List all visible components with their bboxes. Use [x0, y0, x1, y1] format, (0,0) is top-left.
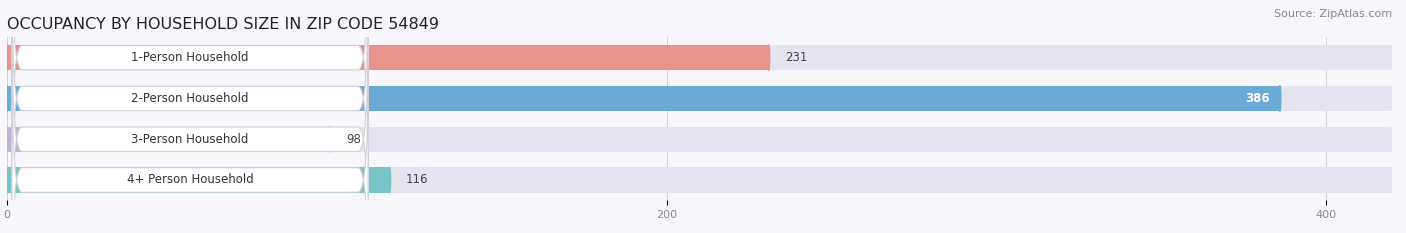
FancyBboxPatch shape — [13, 0, 368, 209]
Circle shape — [6, 167, 8, 193]
FancyBboxPatch shape — [13, 29, 368, 233]
Bar — [7, 86, 1279, 111]
Text: OCCUPANCY BY HOUSEHOLD SIZE IN ZIP CODE 54849: OCCUPANCY BY HOUSEHOLD SIZE IN ZIP CODE … — [7, 17, 439, 32]
Circle shape — [1391, 86, 1393, 111]
Circle shape — [6, 45, 8, 70]
Text: 4+ Person Household: 4+ Person Household — [127, 174, 253, 186]
Text: 1-Person Household: 1-Person Household — [131, 51, 249, 64]
Circle shape — [6, 86, 8, 111]
Circle shape — [1391, 167, 1393, 193]
FancyBboxPatch shape — [13, 0, 368, 168]
Circle shape — [768, 45, 769, 70]
Circle shape — [6, 127, 8, 152]
Circle shape — [6, 45, 8, 70]
Bar — [7, 167, 389, 193]
Text: 231: 231 — [785, 51, 807, 64]
Text: 98: 98 — [347, 133, 361, 146]
Circle shape — [1391, 45, 1393, 70]
Text: 116: 116 — [406, 174, 429, 186]
Circle shape — [1391, 127, 1393, 152]
Text: 386: 386 — [1246, 92, 1270, 105]
Bar — [7, 45, 769, 70]
Circle shape — [6, 127, 8, 152]
Bar — [7, 167, 1392, 193]
Circle shape — [6, 167, 8, 193]
Bar — [7, 127, 1392, 152]
Circle shape — [6, 86, 8, 111]
Circle shape — [1279, 86, 1281, 111]
Bar — [7, 127, 330, 152]
Text: Source: ZipAtlas.com: Source: ZipAtlas.com — [1274, 9, 1392, 19]
Bar — [7, 86, 1392, 111]
Circle shape — [388, 167, 391, 193]
Bar — [7, 45, 1392, 70]
Text: 3-Person Household: 3-Person Household — [131, 133, 249, 146]
FancyBboxPatch shape — [13, 70, 368, 233]
Circle shape — [329, 127, 332, 152]
Text: 2-Person Household: 2-Person Household — [131, 92, 249, 105]
